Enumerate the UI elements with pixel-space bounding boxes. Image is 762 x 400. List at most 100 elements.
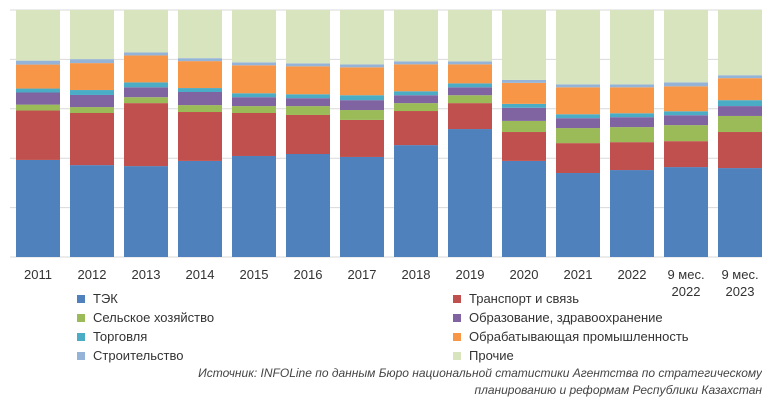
bar-segment bbox=[340, 110, 384, 120]
bar-segment bbox=[718, 168, 762, 257]
x-tick-label: 2022 bbox=[617, 267, 647, 282]
bar-segment bbox=[16, 64, 60, 89]
x-tick-label: 2016 bbox=[293, 267, 323, 282]
legend-item: Сельское хозяйство bbox=[77, 310, 214, 325]
bar-segment bbox=[178, 112, 222, 161]
source-note: Источник: INFOLine по данным Бюро национ… bbox=[198, 366, 762, 380]
bar-segment bbox=[664, 10, 708, 83]
bar-segment bbox=[556, 114, 600, 119]
bar-segment bbox=[70, 90, 114, 95]
x-tick-label: 9 мес. 2022 bbox=[667, 267, 705, 299]
bar-segment bbox=[124, 55, 168, 83]
x-tick-label: 2021 bbox=[563, 267, 593, 282]
legend-swatch bbox=[453, 333, 461, 341]
bar-segment bbox=[664, 111, 708, 116]
legend-label: Торговля bbox=[93, 329, 148, 344]
bar-segment bbox=[502, 132, 546, 161]
bar-segment bbox=[340, 67, 384, 96]
bar-segment bbox=[178, 92, 222, 106]
bar-segment bbox=[448, 103, 492, 130]
bar-segment bbox=[16, 60, 60, 65]
bar-segment bbox=[448, 83, 492, 88]
bar-segment bbox=[232, 106, 276, 113]
bar-segment bbox=[232, 112, 276, 156]
bar-segment bbox=[286, 114, 330, 155]
bar-segment bbox=[70, 10, 114, 60]
x-tick-label: 2020 bbox=[509, 267, 539, 282]
bar-segment bbox=[16, 110, 60, 160]
bar-segment bbox=[448, 10, 492, 62]
bar-segment bbox=[448, 61, 492, 65]
bar-segment bbox=[664, 86, 708, 112]
bar-segment bbox=[394, 95, 438, 104]
legend-item: Обрабатывающая промышленность bbox=[453, 329, 689, 344]
bar-segment bbox=[394, 91, 438, 96]
bar-segment bbox=[70, 112, 114, 166]
bar-segment bbox=[394, 10, 438, 62]
bar-segment bbox=[124, 103, 168, 167]
legend-item: Образование, здравоохранение bbox=[453, 310, 663, 325]
bar-segment bbox=[340, 119, 384, 157]
bar-segment bbox=[232, 97, 276, 107]
bar-segment bbox=[394, 145, 438, 257]
bar-segment bbox=[70, 165, 114, 257]
bar-segment bbox=[394, 61, 438, 65]
bar-segment bbox=[340, 64, 384, 68]
x-tick-label: 9 мес. 2023 bbox=[721, 267, 759, 299]
bar-segment bbox=[718, 100, 762, 107]
bar-segment bbox=[394, 103, 438, 112]
bar-segment bbox=[610, 117, 654, 128]
bar-segment bbox=[340, 95, 384, 101]
bar-segment bbox=[502, 82, 546, 104]
legend-swatch bbox=[77, 333, 85, 341]
legend-label: Прочие bbox=[469, 348, 514, 363]
legend-label: Сельское хозяйство bbox=[93, 310, 215, 325]
bar-segment bbox=[556, 128, 600, 144]
x-tick-label: 2012 bbox=[77, 267, 107, 282]
x-tick-label: 2013 bbox=[131, 267, 161, 282]
bar-segment bbox=[556, 118, 600, 129]
bar-segment bbox=[556, 87, 600, 115]
bar-segment bbox=[502, 79, 546, 83]
bar-segment bbox=[502, 160, 546, 257]
bar-segment bbox=[16, 159, 60, 257]
bar-segment bbox=[286, 154, 330, 257]
legend-item: Транспорт и связь bbox=[453, 291, 579, 306]
bar-segment bbox=[124, 52, 168, 56]
bar-segment bbox=[232, 65, 276, 94]
bar-segment bbox=[16, 104, 60, 111]
legend-item: Прочие bbox=[453, 348, 514, 363]
x-tick-label: 2018 bbox=[401, 267, 431, 282]
bar-segment bbox=[178, 105, 222, 113]
legend-label: Транспорт и связь bbox=[469, 291, 580, 306]
bar-segment bbox=[718, 106, 762, 116]
bar-segment bbox=[124, 97, 168, 104]
bar-segment bbox=[232, 62, 276, 66]
bar-segment bbox=[70, 94, 114, 108]
bar-segment bbox=[664, 167, 708, 257]
bar-segment bbox=[16, 92, 60, 105]
bar-segment bbox=[610, 170, 654, 257]
legend-swatch bbox=[453, 352, 461, 360]
bar-segment bbox=[178, 61, 222, 89]
bar-segment bbox=[664, 141, 708, 168]
bar-segment bbox=[718, 132, 762, 169]
bar-segment bbox=[664, 125, 708, 142]
legend-swatch bbox=[77, 314, 85, 322]
bar-segment bbox=[610, 87, 654, 114]
bar-segment bbox=[718, 78, 762, 101]
legend-swatch bbox=[77, 352, 85, 360]
bar-segment bbox=[448, 64, 492, 84]
bar-segment bbox=[124, 82, 168, 88]
bar-segment bbox=[124, 87, 168, 98]
bar-segment bbox=[394, 111, 438, 146]
bar-segment bbox=[178, 88, 222, 93]
bar-segment bbox=[610, 84, 654, 88]
bar-segment bbox=[718, 115, 762, 133]
bar-segment bbox=[232, 10, 276, 63]
bar-segment bbox=[556, 10, 600, 85]
bar-segment bbox=[556, 84, 600, 88]
legend-label: Строительство bbox=[93, 348, 184, 363]
bar-segment bbox=[232, 93, 276, 98]
x-tick-label: 2011 bbox=[24, 267, 52, 282]
